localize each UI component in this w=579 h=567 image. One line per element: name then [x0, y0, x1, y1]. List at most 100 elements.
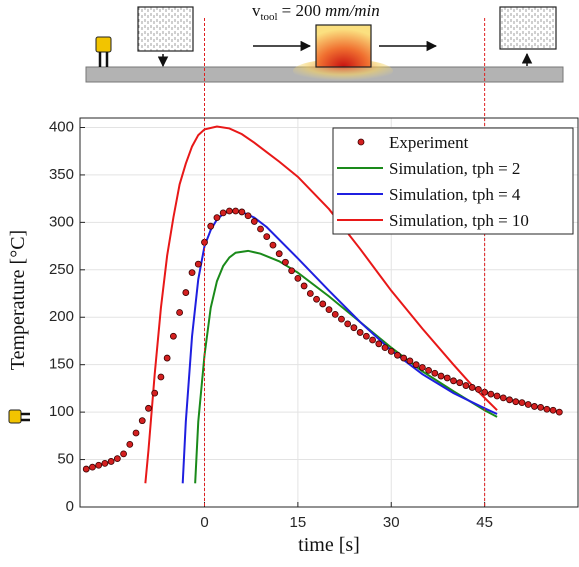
- legend-marker: [357, 138, 365, 146]
- data-point: [468, 384, 476, 391]
- data-point: [207, 222, 215, 230]
- data-point: [82, 465, 90, 473]
- tool-left: [137, 6, 194, 52]
- data-point: [213, 214, 221, 222]
- data-point: [225, 207, 233, 215]
- x-tick-label: 0: [200, 514, 208, 531]
- plot-frame: [79, 117, 579, 508]
- data-point: [387, 347, 395, 355]
- data-point: [431, 369, 439, 377]
- data-point: [300, 282, 308, 290]
- y-tick-label: 50: [57, 451, 74, 468]
- data-point: [356, 329, 364, 336]
- data-point: [443, 374, 451, 382]
- process-diagram: vtool = 200 mm/min: [85, 1, 564, 83]
- data-point: [474, 385, 482, 393]
- data-point: [456, 379, 464, 387]
- data-point: [275, 250, 283, 258]
- data-point: [294, 274, 302, 282]
- data-point: [120, 450, 127, 458]
- annotation: vtool = 200 mm/min: [252, 1, 380, 23]
- data-point: [176, 309, 184, 316]
- tool-right: [499, 6, 557, 50]
- x-axis-label: time [s]: [298, 534, 360, 556]
- data-point: [418, 364, 426, 371]
- data-point: [381, 344, 389, 352]
- data-point: [250, 218, 258, 225]
- y-axis-label: Temperature [°C]: [7, 230, 29, 370]
- data-point: [487, 390, 495, 398]
- data-point: [219, 209, 227, 217]
- data-point: [450, 377, 457, 385]
- y-tick-label: 300: [49, 213, 74, 230]
- legend-label: Simulation, tph = 2: [389, 159, 520, 178]
- data-point: [126, 440, 134, 448]
- data-point: [169, 332, 177, 340]
- sensor-icon: [95, 36, 112, 67]
- x-tick-label: 45: [476, 514, 493, 531]
- data-point: [182, 289, 190, 296]
- y-tick-label: 0: [66, 498, 74, 515]
- data-point: [194, 260, 202, 268]
- annotation-unit: mm/min: [325, 1, 380, 20]
- data-point: [350, 324, 358, 332]
- data-point: [113, 455, 121, 463]
- data-point: [394, 351, 401, 359]
- data-point: [400, 354, 408, 362]
- data-point: [518, 399, 526, 407]
- data-point: [89, 463, 96, 471]
- legend-label: Simulation, tph = 10: [389, 211, 529, 230]
- y-tick-label: 400: [49, 118, 74, 135]
- tool-active: [315, 24, 372, 68]
- annotation-text: = 200: [282, 1, 321, 20]
- y-tick-label: 250: [49, 261, 74, 278]
- data-point: [107, 458, 115, 465]
- y-tick-label: 150: [49, 356, 74, 373]
- data-point: [506, 396, 513, 404]
- data-point: [524, 401, 532, 408]
- data-point: [319, 300, 327, 308]
- data-point: [313, 295, 320, 303]
- data-point: [549, 406, 557, 414]
- data-point: [132, 429, 140, 437]
- sensor-icon-small: [8, 409, 30, 424]
- y-tick-label: 200: [49, 308, 74, 325]
- x-tick-label: 15: [290, 514, 307, 531]
- legend-label: Simulation, tph = 4: [389, 185, 521, 204]
- y-tick-label: 100: [49, 403, 74, 420]
- data-point: [512, 398, 520, 406]
- data-point: [325, 306, 333, 314]
- data-point: [369, 336, 376, 344]
- data-point: [95, 461, 103, 469]
- data-point: [462, 382, 470, 389]
- data-point: [537, 403, 545, 411]
- data-point: [344, 320, 352, 328]
- data-point: [163, 354, 171, 362]
- data-point: [263, 233, 271, 240]
- data-point: [531, 403, 538, 410]
- data-point: [151, 389, 159, 397]
- data-point: [238, 208, 246, 216]
- data-point: [157, 373, 165, 381]
- series-line: [194, 249, 498, 484]
- data-point: [188, 269, 196, 277]
- data-point: [437, 372, 445, 380]
- data-point: [362, 332, 370, 340]
- data-point: [375, 340, 383, 348]
- x-tick-label: 30: [383, 514, 400, 531]
- data-point: [145, 404, 152, 412]
- data-point: [331, 310, 339, 318]
- data-point: [412, 361, 420, 369]
- data-point: [306, 290, 314, 297]
- data-point: [555, 408, 563, 416]
- legend: Experiment Simulation, tph = 2 Simulation,…: [332, 127, 574, 235]
- data-point: [406, 357, 414, 365]
- annotation-symbol: v: [252, 1, 261, 20]
- data-point: [543, 405, 551, 413]
- data-point: [425, 366, 433, 374]
- data-point: [499, 394, 507, 402]
- data-point: [269, 241, 277, 249]
- data-point: [257, 225, 264, 233]
- data-point: [338, 315, 345, 323]
